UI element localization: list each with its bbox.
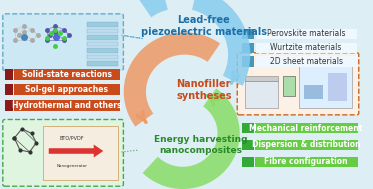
Bar (87, 42, 117, 46)
Text: Energy harvesting
nanocomposites: Energy harvesting nanocomposites (154, 135, 248, 156)
Text: Hydrothermal and others: Hydrothermal and others (12, 101, 122, 110)
Bar (5, 100, 13, 111)
Bar (242, 29, 254, 39)
Bar (43, 126, 117, 180)
Bar (256, 156, 358, 167)
Bar (328, 73, 347, 101)
Bar (256, 57, 357, 67)
Bar (5, 84, 13, 95)
FancyBboxPatch shape (237, 53, 359, 115)
Bar (87, 35, 117, 40)
Bar (242, 57, 254, 67)
Bar (14, 84, 120, 95)
Bar (5, 69, 13, 80)
Text: Sol-gel approaches: Sol-gel approaches (25, 85, 109, 94)
Bar (245, 81, 278, 108)
Bar (304, 85, 323, 99)
Text: Fibre configuration: Fibre configuration (264, 157, 348, 166)
Bar (245, 76, 278, 81)
Bar (300, 60, 352, 108)
Text: Solid-state reactions: Solid-state reactions (22, 70, 112, 79)
Bar (87, 61, 117, 66)
Bar (283, 76, 295, 96)
Text: 2D sheet materials: 2D sheet materials (270, 57, 343, 66)
Bar (242, 140, 254, 150)
Text: Nanofiller
syntheses: Nanofiller syntheses (176, 79, 232, 101)
Bar (256, 140, 358, 150)
Bar (87, 48, 117, 53)
Bar (256, 43, 357, 53)
Bar (87, 22, 117, 27)
Text: Mechanical reinforcement: Mechanical reinforcement (250, 124, 363, 133)
Text: Dispersion & distribution: Dispersion & distribution (252, 140, 360, 149)
Text: Perovskite materials: Perovskite materials (267, 29, 345, 38)
Bar (256, 29, 357, 39)
Bar (14, 69, 120, 80)
FancyBboxPatch shape (3, 119, 123, 186)
Bar (242, 123, 254, 133)
FancyBboxPatch shape (3, 14, 123, 70)
Bar (256, 123, 358, 133)
Text: BTO/PVDF: BTO/PVDF (59, 136, 84, 141)
Bar (242, 43, 254, 53)
Text: Lead-free
piezoelectric materials: Lead-free piezoelectric materials (141, 15, 267, 37)
Bar (87, 55, 117, 59)
Polygon shape (49, 145, 103, 157)
Text: Wurtzite materials: Wurtzite materials (270, 43, 342, 52)
Bar (242, 156, 254, 167)
Bar (14, 100, 120, 111)
Text: Nanogenerator: Nanogenerator (56, 164, 87, 168)
Bar (87, 29, 117, 33)
